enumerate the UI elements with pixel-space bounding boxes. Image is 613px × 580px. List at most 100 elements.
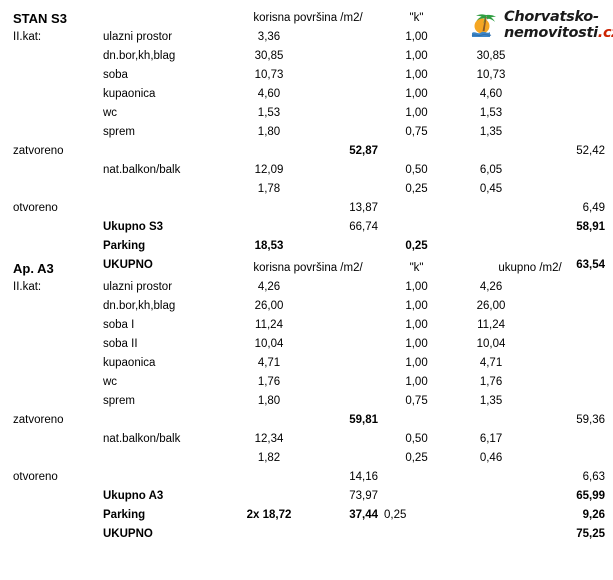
open-area-sum: 13,87	[349, 201, 379, 214]
open-total: 6,49	[582, 201, 606, 214]
summary-prefix: 18,53	[254, 239, 284, 252]
summary-area: 37,44	[349, 508, 379, 521]
summary-label: Parking	[103, 239, 146, 252]
room-area: 4,26	[257, 280, 281, 293]
open-total: 6,63	[582, 470, 606, 483]
room-name: dn.bor,kh,blag	[103, 49, 176, 62]
room-k: 1,00	[405, 375, 428, 388]
summary-label: Parking	[103, 508, 146, 521]
summary-label: UKUPNO	[103, 258, 153, 271]
room-k: 1,00	[405, 356, 428, 369]
room-area: 12,34	[254, 432, 284, 445]
room-name: wc	[103, 375, 118, 388]
room-k: 1,00	[405, 299, 428, 312]
room-name: sprem	[103, 125, 135, 138]
table-row: II.kat: ulazni prostor 3,36 1,00	[10, 28, 608, 47]
room-k: 0,25	[405, 451, 428, 464]
room-k: 1,00	[405, 106, 428, 119]
closed-label: zatvoreno	[13, 144, 64, 157]
room-area: 1,53	[257, 106, 281, 119]
col-header-k: "k"	[409, 261, 424, 274]
room-area: 1,80	[257, 394, 281, 407]
col-header-total	[452, 9, 608, 28]
summary-row-grand-total: UKUPNO 63,54	[10, 256, 608, 275]
summary-area: 73,97	[349, 489, 379, 502]
room-total: 1,35	[479, 394, 503, 407]
room-k: 0,25	[405, 182, 428, 195]
room-total: 10,04	[476, 337, 506, 350]
room-area: 10,04	[254, 337, 284, 350]
room-total-sum	[530, 28, 608, 47]
closed-total: 52,42	[576, 144, 606, 157]
room-name: soba	[103, 68, 128, 81]
col-header-k: "k"	[409, 11, 424, 24]
open-label: otvoreno	[13, 470, 58, 483]
room-name: ulazni prostor	[103, 30, 173, 43]
summary-total: 58,91	[576, 220, 606, 233]
summary-area	[303, 525, 381, 544]
table-row: sprem 1,80 0,75 1,35	[10, 392, 608, 411]
room-total: 0,46	[479, 451, 503, 464]
table-row: wc 1,53 1,00 1,53	[10, 104, 608, 123]
subtotal-row-open: otvoreno 13,87 6,49	[10, 199, 608, 218]
room-k: 0,75	[405, 125, 428, 138]
table-row-balcony: nat.balkon/balk 12,34 0,50 6,17	[10, 430, 608, 449]
room-name: soba I	[103, 318, 135, 331]
table-row: soba I 11,24 1,00 11,24	[10, 316, 608, 335]
room-total: 4,71	[479, 356, 503, 369]
room-k: 0,50	[405, 163, 428, 176]
subtotal-row-closed: zatvoreno 59,81 59,36	[10, 411, 608, 430]
area-table-ap-a3: Ap. A3 korisna površina /m2/ "k" ukupno …	[10, 259, 608, 544]
room-k: 1,00	[405, 68, 428, 81]
room-area: 30,85	[254, 49, 284, 62]
table-row: kupaonica 4,71 1,00 4,71	[10, 354, 608, 373]
room-k: 1,00	[405, 49, 428, 62]
open-area-sum: 14,16	[349, 470, 379, 483]
table-row: II.kat: ulazni prostor 4,26 1,00 4,26	[10, 278, 608, 297]
floor-label: II.kat:	[13, 30, 42, 43]
table-row-balcony: 1,78 0,25 0,45	[10, 180, 608, 199]
closed-label: zatvoreno	[13, 413, 64, 426]
room-k: 1,00	[405, 280, 428, 293]
room-total: 10,73	[476, 68, 506, 81]
room-total: 6,05	[479, 163, 503, 176]
summary-row-grand-total: UKUPNO 75,25	[10, 525, 608, 544]
room-total: 1,35	[479, 125, 503, 138]
open-label: otvoreno	[13, 201, 58, 214]
room-name: soba II	[103, 337, 138, 350]
summary-row-ukupno: Ukupno A3 73,97 65,99	[10, 487, 608, 506]
room-name: wc	[103, 106, 118, 119]
room-area: 1,78	[257, 182, 281, 195]
room-k: 1,00	[405, 318, 428, 331]
table-row: soba II 10,04 1,00 10,04	[10, 335, 608, 354]
room-total: 30,85	[476, 49, 506, 62]
room-k: 1,00	[405, 87, 428, 100]
table-row: dn.bor,kh,blag 30,85 1,00 30,85	[10, 47, 608, 66]
room-area: 12,09	[254, 163, 284, 176]
room-area: 1,76	[257, 375, 281, 388]
room-total: 1,76	[479, 375, 503, 388]
room-total	[452, 28, 530, 47]
table-row: soba 10,73 1,00 10,73	[10, 66, 608, 85]
room-name	[100, 180, 235, 199]
room-total: 26,00	[476, 299, 506, 312]
room-area: 3,36	[257, 30, 281, 43]
summary-total: 63,54	[576, 258, 606, 271]
closed-area-sum: 59,81	[349, 413, 379, 426]
col-header-total: ukupno /m2/	[498, 261, 562, 274]
room-total: 4,60	[479, 87, 503, 100]
closed-total: 59,36	[576, 413, 606, 426]
summary-prefix	[235, 525, 303, 544]
room-area: 4,60	[257, 87, 281, 100]
col-header-area: korisna površina /m2/	[253, 261, 363, 274]
room-k: 0,50	[405, 432, 428, 445]
summary-prefix	[235, 218, 303, 237]
room-name: dn.bor,kh,blag	[103, 299, 176, 312]
table-header-row: Ap. A3 korisna površina /m2/ "k" ukupno …	[10, 259, 608, 278]
room-area: 26,00	[254, 299, 284, 312]
summary-row-parking: Parking 2x 18,72 37,44 0,25 9,26	[10, 506, 608, 525]
table-row: dn.bor,kh,blag 26,00 1,00 26,00	[10, 297, 608, 316]
table-row: sprem 1,80 0,75 1,35	[10, 123, 608, 142]
room-k: 1,00	[405, 337, 428, 350]
